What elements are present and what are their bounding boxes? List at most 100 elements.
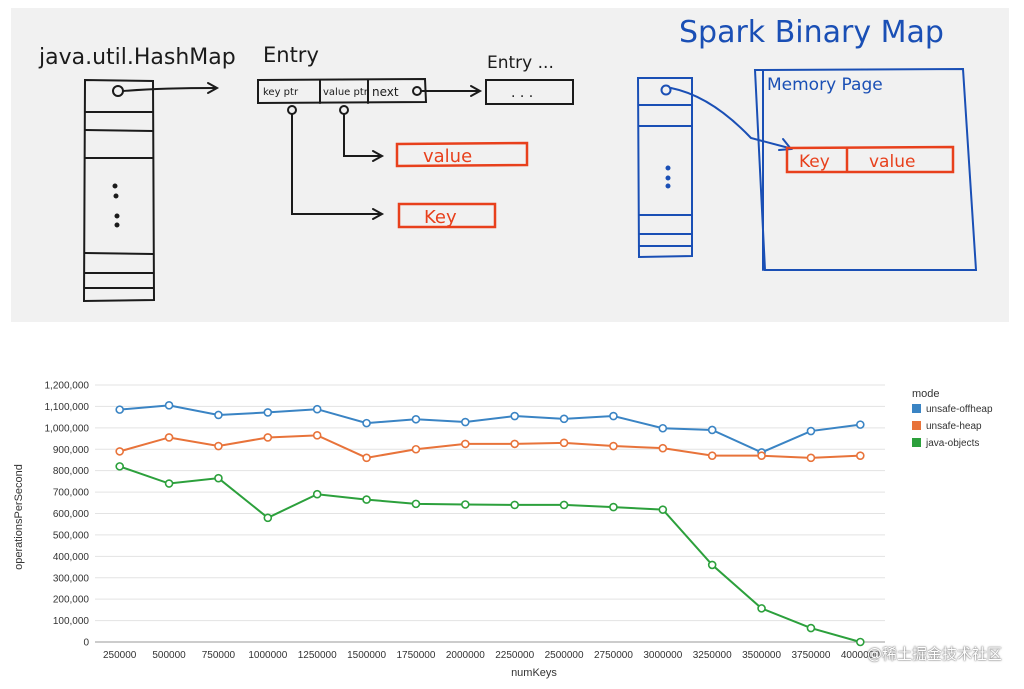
series-line-java-objects: [119, 465, 861, 643]
data-point-java-objects: [559, 500, 569, 510]
data-point-java-objects: [164, 479, 174, 488]
chart-svg: 0 100,000 200,000 300,000 400,000 500,000 600,…: [13, 381, 993, 680]
data-point-unsafe-heap: [411, 444, 421, 454]
data-point-unsafe-offheap: [214, 410, 223, 420]
data-point-unsafe-offheap: [856, 420, 865, 429]
data-point-unsafe-offheap: [362, 418, 371, 428]
x-tick-label: 1500000: [347, 650, 386, 661]
data-point-unsafe-heap: [658, 443, 668, 453]
data-point-java-objects: [263, 513, 273, 523]
value-ptr-label: value ptr: [323, 87, 369, 98]
legend-label: unsafe-heap: [926, 421, 982, 432]
data-point-java-objects: [609, 502, 618, 512]
y-tick-label: 300,000: [53, 573, 90, 584]
x-tick-label: 4000000: [841, 650, 880, 661]
x-tick-label: 1750000: [396, 650, 435, 661]
data-point-unsafe-offheap: [559, 414, 569, 424]
y-tick-label: 0: [83, 638, 89, 649]
y-tick-label: 200,000: [53, 595, 90, 606]
value-label: value: [423, 146, 472, 167]
x-tick-label: 2750000: [594, 650, 633, 661]
x-tick-label: 2000000: [446, 650, 485, 661]
key-ptr-label: key ptr: [263, 87, 299, 98]
hashmap-arrow: [122, 87, 217, 92]
entry-label: Entry: [263, 43, 319, 67]
series-line-unsafe-offheap: [119, 404, 861, 454]
data-point-java-objects: [312, 489, 322, 499]
x-tick-label: 250000: [103, 650, 137, 661]
page-key-value-box: [785, 145, 955, 174]
entry-more-label: Entry ...: [487, 53, 554, 73]
y-axis-title: operationsPerSecond: [13, 464, 25, 570]
x-tick-labels: 250000 500000 750000 1000000 1250000 1500000 1…: [103, 650, 880, 661]
entry-more-box: [485, 79, 574, 105]
x-tick-label: 3000000: [643, 650, 682, 661]
series-group: [115, 401, 865, 647]
x-tick-label: 3750000: [791, 650, 830, 661]
watermark: @稀土掘金技术社区: [866, 645, 1002, 663]
data-point-java-objects: [856, 637, 865, 647]
architecture-sketch: java.util.HashMap Entry Entry ... key pt…: [11, 8, 1009, 322]
x-tick-label: 750000: [202, 650, 236, 661]
key-label: Key: [424, 207, 457, 228]
x-axis-title: numKeys: [511, 667, 557, 679]
data-point-unsafe-heap: [510, 439, 519, 449]
grid: [95, 384, 885, 643]
performance-chart: 0 100,000 200,000 300,000 400,000 500,000 600,…: [0, 330, 1024, 684]
data-point-unsafe-heap: [362, 453, 371, 463]
y-tick-label: 400,000: [53, 552, 90, 563]
data-point-unsafe-heap: [312, 431, 322, 440]
y-tick-label: 1,200,000: [45, 381, 90, 392]
y-tick-labels: 0 100,000 200,000 300,000 400,000 500,000 600,…: [45, 381, 90, 649]
sketch-canvas: java.util.HashMap Entry Entry ... key pt…: [38, 15, 978, 303]
legend-label: java-objects: [925, 438, 979, 449]
y-tick-label: 900,000: [53, 445, 90, 456]
data-point-java-objects: [757, 604, 766, 613]
x-tick-label: 1000000: [248, 650, 287, 661]
value-box: [395, 141, 529, 168]
y-tick-label: 1,000,000: [45, 423, 90, 434]
legend-swatch: [912, 404, 921, 413]
legend-label: unsafe-offheap: [926, 404, 993, 415]
data-point-unsafe-offheap: [164, 401, 174, 410]
data-point-unsafe-offheap: [263, 408, 273, 417]
entry-box: [257, 77, 428, 105]
next-label: next: [372, 85, 399, 99]
data-point-unsafe-heap: [164, 433, 174, 442]
data-point-unsafe-offheap: [707, 425, 717, 435]
y-tick-label: 600,000: [53, 509, 90, 520]
legend-swatch: [912, 438, 921, 447]
spark-arrow: [670, 87, 790, 149]
data-point-unsafe-offheap: [510, 411, 519, 421]
spark-title: Spark Binary Map: [679, 15, 944, 50]
data-point-java-objects: [658, 505, 668, 514]
x-tick-label: 2500000: [545, 650, 584, 661]
data-point-unsafe-offheap: [609, 411, 618, 421]
hashmap-label: java.util.HashMap: [38, 45, 236, 70]
data-point-java-objects: [214, 473, 223, 483]
memory-page-box: [753, 67, 978, 271]
data-point-java-objects: [806, 623, 816, 633]
page-value-label: value: [869, 152, 915, 172]
legend-swatch: [912, 421, 921, 430]
data-point-java-objects: [115, 462, 124, 471]
data-point-unsafe-heap: [214, 441, 223, 451]
x-tick-label: 3500000: [742, 650, 781, 661]
legend-title: mode: [912, 388, 940, 400]
data-point-unsafe-offheap: [312, 404, 322, 414]
x-tick-label: 3250000: [693, 650, 732, 661]
data-point-unsafe-offheap: [411, 414, 421, 424]
data-point-unsafe-offheap: [658, 423, 668, 433]
data-point-unsafe-heap: [856, 451, 865, 460]
data-point-unsafe-heap: [559, 438, 569, 448]
memory-page-label: Memory Page: [767, 75, 883, 95]
entry-ellipsis: . . .: [511, 85, 533, 101]
y-tick-label: 1,100,000: [45, 402, 90, 413]
key-box: [397, 202, 497, 229]
data-point-java-objects: [411, 499, 421, 509]
page-key-label: Key: [799, 152, 830, 172]
data-point-java-objects: [362, 495, 371, 504]
data-point-unsafe-heap: [263, 433, 273, 442]
data-point-unsafe-heap: [707, 451, 717, 460]
data-point-java-objects: [707, 560, 717, 570]
